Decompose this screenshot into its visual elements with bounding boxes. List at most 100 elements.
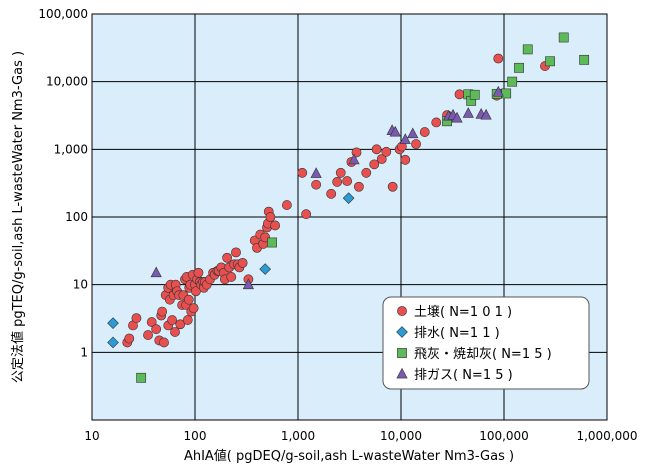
- y-tick-labels: 1 10 100 1,000 10,000 100,000: [38, 7, 88, 359]
- legend: 土壌( N=1 0 1 ) 排水( N=1 1 ) 飛灰・焼却灰( N=1 5 ) 排…: [382, 296, 590, 390]
- soil-point: [183, 294, 194, 305]
- x-tick-label: 1,000,000: [576, 429, 637, 443]
- soil-point: [170, 327, 180, 337]
- soil-point: [411, 139, 421, 149]
- x-tick-label: 10: [84, 429, 99, 443]
- y-tick-label: 100: [65, 210, 88, 224]
- soil-point: [226, 272, 237, 282]
- soil-point: [376, 154, 387, 164]
- legend-exhaust-gas: 排ガス( N=1 5 ): [396, 367, 513, 383]
- legend-ash-label: 飛灰・焼却灰( N=1 5 ): [414, 347, 552, 362]
- soil-point: [454, 89, 465, 100]
- soil-point: [231, 247, 241, 258]
- legend-soil: 土壌( N=1 0 1 ): [397, 305, 512, 320]
- exhaust-gas-point: [462, 107, 474, 118]
- x-axis-title: AhIA値( pgDEQ/g-soil,ash L-wasteWater Nm3…: [184, 448, 514, 464]
- legend-ash: 飛灰・焼却灰( N=1 5 ): [397, 347, 552, 362]
- y-tick-label: 1: [80, 345, 88, 359]
- wastewater-point: [107, 317, 119, 329]
- legend-exhaust-gas-marker: [396, 367, 408, 379]
- x-tick-label: 100,000: [479, 429, 529, 443]
- soil-point: [431, 117, 442, 128]
- soil-point: [157, 306, 168, 317]
- soil-point: [265, 212, 276, 222]
- soil-point: [297, 167, 308, 178]
- ash-point: [558, 32, 569, 43]
- exhaust-gas-point: [407, 127, 419, 139]
- ash-point: [579, 54, 590, 65]
- y-tick-label: 100,000: [38, 7, 88, 21]
- soil-point: [188, 303, 199, 314]
- exhaust-gas-point: [389, 125, 401, 137]
- legend-wastewater: 排水( N=1 1 ): [396, 326, 500, 341]
- soil-point: [332, 177, 343, 187]
- ash-point: [507, 76, 518, 87]
- soil-point: [151, 324, 162, 335]
- exhaust-gas-point: [242, 278, 255, 290]
- exhaust-gas-point: [480, 108, 492, 120]
- legend-box: [382, 296, 590, 390]
- ash-point: [136, 372, 147, 383]
- ash-point: [514, 62, 524, 73]
- y-axis-title: 公定法値 pgTEQ/g-soil,ash L-wasteWater Nm3-G…: [10, 51, 26, 383]
- soil-point: [193, 267, 204, 278]
- y-tick-label: 10,000: [46, 75, 88, 89]
- plot-border: [91, 13, 608, 421]
- x-tick-label: 1,000: [281, 429, 315, 443]
- exhaust-gas-point: [150, 266, 162, 278]
- soil-point: [381, 146, 392, 157]
- y-tick-label: 1,000: [54, 142, 88, 156]
- soil-point: [371, 144, 382, 155]
- wastewater-point: [107, 336, 119, 349]
- soil-point: [493, 53, 504, 64]
- exhaust-gas-point: [348, 153, 360, 165]
- x-tick-label: 10,000: [380, 429, 422, 443]
- soil-point: [301, 209, 312, 220]
- soil-point: [146, 317, 157, 327]
- legend-exhaust-gas-label: 排ガス( N=1 5 ): [414, 368, 513, 383]
- legend-soil-marker: [397, 306, 407, 316]
- wastewater-point: [342, 192, 355, 204]
- soil-point: [167, 315, 178, 325]
- ash-point: [545, 56, 555, 67]
- soil-point: [182, 315, 193, 325]
- ash-point: [501, 88, 512, 99]
- soil-point: [270, 220, 281, 231]
- ash-point: [267, 237, 277, 248]
- soil-point: [353, 181, 364, 192]
- grid-lines: [92, 14, 607, 420]
- soil-point: [222, 252, 233, 263]
- soil-point: [369, 159, 380, 170]
- soil-point: [131, 313, 142, 324]
- soil-point: [237, 257, 248, 268]
- x-tick-labels: 10 100 1,000 10,000 100,000 1,000,000: [84, 429, 637, 443]
- legend-wastewater-label: 排水( N=1 1 ): [414, 326, 500, 341]
- soil-point: [143, 330, 153, 340]
- y-tick-label: 10: [73, 278, 88, 292]
- soil-point: [387, 181, 398, 192]
- soil-point: [326, 188, 337, 199]
- soil-point: [419, 127, 430, 137]
- soil-point: [311, 179, 322, 190]
- soil-point: [335, 167, 346, 178]
- legend-ash-marker: [397, 348, 407, 358]
- ash-point: [522, 44, 533, 55]
- exhaust-gas-point: [492, 85, 504, 97]
- x-tick-label: 100: [184, 429, 207, 443]
- soil-point: [175, 319, 186, 330]
- wastewater-point: [259, 263, 271, 275]
- exhaust-gas-point: [399, 133, 411, 144]
- ash-point: [469, 89, 480, 100]
- soil-point: [124, 333, 135, 344]
- exhaust-gas-point: [310, 167, 322, 178]
- data-points: [107, 32, 590, 383]
- soil-point: [281, 200, 292, 210]
- soil-point: [400, 154, 411, 165]
- soil-point: [361, 167, 372, 178]
- soil-point: [159, 337, 169, 348]
- exhaust-gas-point: [451, 111, 463, 123]
- legend-soil-label: 土壌( N=1 0 1 ): [414, 305, 512, 320]
- soil-point: [342, 176, 353, 186]
- legend-wastewater-marker: [396, 326, 408, 338]
